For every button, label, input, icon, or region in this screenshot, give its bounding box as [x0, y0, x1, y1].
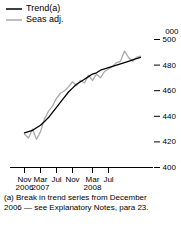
svg-text:480: 480 [163, 61, 177, 70]
svg-text:Mar2007: Mar2007 [32, 175, 50, 192]
html-text:2006: 2006 [15, 183, 34, 193]
svg-text:400: 400 [163, 163, 177, 172]
html-text:Nov: Nov [17, 175, 32, 185]
html-text:Trend(a): Trend(a) [26, 3, 61, 13]
svg-text:Jul: Jul [51, 175, 61, 184]
html-text:Seas adj.: Seas adj. [26, 14, 64, 24]
svg-text:500: 500 [163, 35, 177, 44]
svg-text:Mar2008: Mar2008 [84, 175, 102, 192]
svg-text:420: 420 [163, 137, 177, 146]
svg-text:Jul: Jul [103, 175, 113, 184]
html-text:(a) Break in trend series from: (a) Break in trend series from December … [4, 193, 149, 212]
svg-text:460: 460 [163, 86, 177, 95]
svg-text:Nov: Nov [65, 175, 79, 184]
svg-text:000: 000 [165, 27, 179, 36]
svg-text:440: 440 [163, 112, 177, 121]
